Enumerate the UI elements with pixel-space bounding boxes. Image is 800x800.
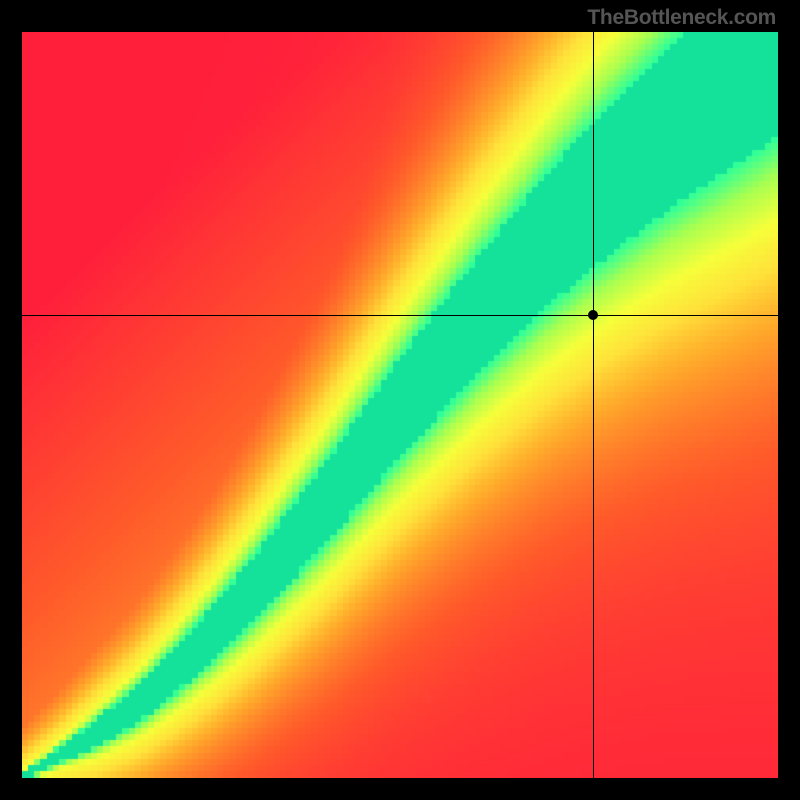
figure-container: TheBottleneck.com bbox=[0, 0, 800, 800]
crosshair-vertical bbox=[593, 32, 594, 778]
data-point-marker bbox=[588, 310, 598, 320]
watermark-text: TheBottleneck.com bbox=[587, 6, 776, 30]
heatmap-canvas bbox=[22, 32, 778, 778]
crosshair-horizontal bbox=[22, 315, 778, 316]
plot-area bbox=[22, 32, 778, 778]
